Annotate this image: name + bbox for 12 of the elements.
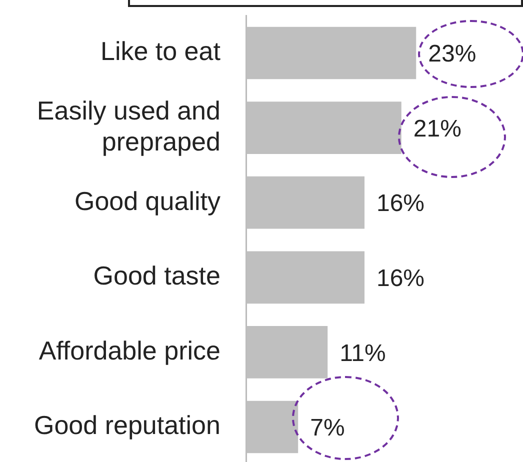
data-label: 16% xyxy=(376,265,425,292)
y-tick-label: Good reputation xyxy=(34,410,220,440)
y-tick-label: Easily used and prepraped xyxy=(36,95,220,157)
y-tick-label: Good taste xyxy=(93,260,220,291)
data-label: 7% xyxy=(310,414,345,442)
y-tick-label: Good quality xyxy=(74,186,220,216)
data-label: 23% xyxy=(428,40,476,68)
data-label: 11% xyxy=(340,340,386,367)
data-label: 16% xyxy=(376,190,425,218)
y-tick-label: Affordable price xyxy=(38,335,220,366)
y-tick-label: Like to eat xyxy=(100,36,222,66)
data-label: 21% xyxy=(413,115,462,142)
